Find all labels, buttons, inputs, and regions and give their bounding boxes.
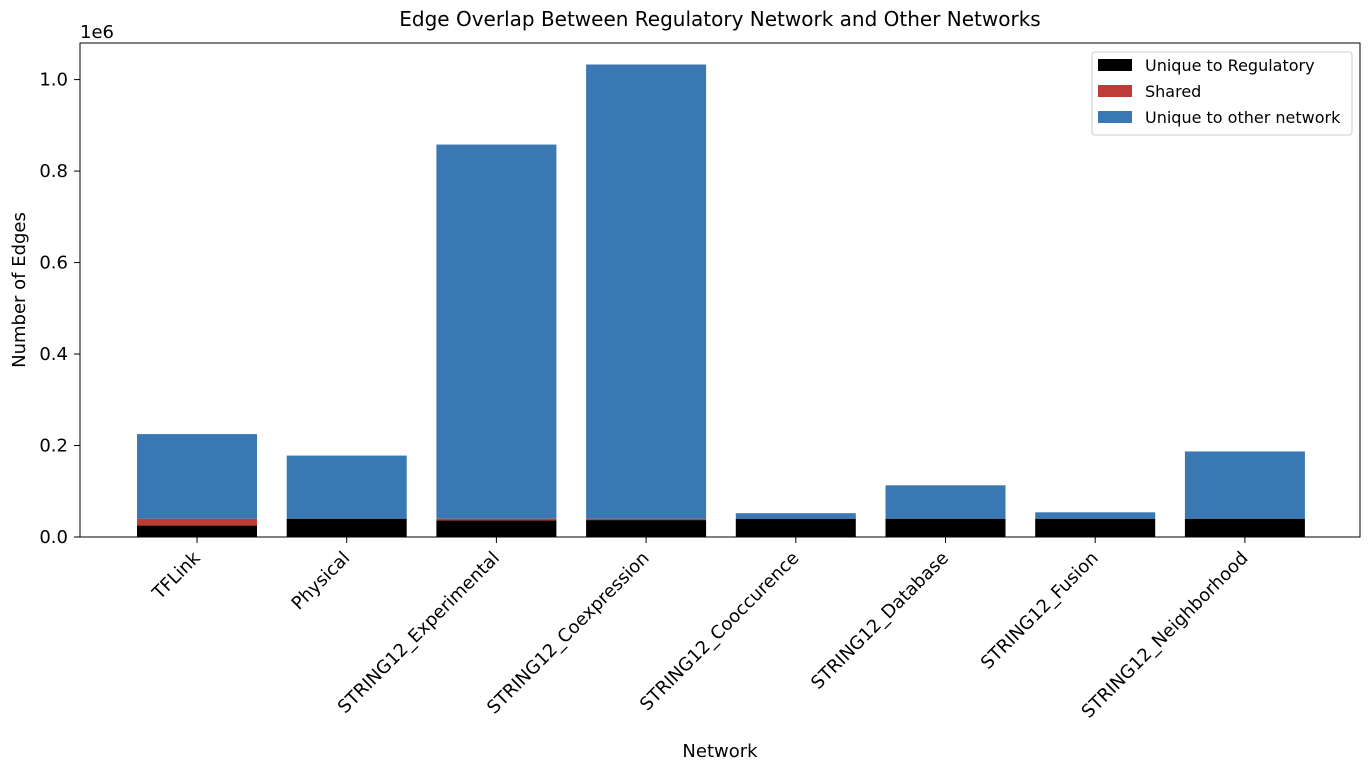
legend-box (1091, 51, 1353, 136)
x-tick-label: STRING12_Neighborhood (1078, 548, 1253, 723)
plot-frame (79, 42, 1361, 538)
x-tick-label: STRING12_Experimental (334, 548, 504, 718)
y-tick-label: 0.8 (39, 161, 68, 182)
bar-segment (137, 518, 257, 526)
x-tick-label: STRING12_Database (807, 548, 953, 694)
legend-swatch (1098, 85, 1132, 97)
bar-segment (735, 513, 856, 519)
legend-label: Shared (1145, 82, 1201, 101)
x-tick-label: STRING12_Cooccurence (636, 548, 803, 715)
bar-segment (286, 518, 407, 537)
y-axis: 0.0 0.2 0.4 0.6 0.8 1.0 (39, 70, 80, 548)
bar-segment (885, 518, 1006, 537)
y-tick-label: 0.4 (39, 344, 68, 365)
bar-segment (586, 518, 707, 521)
bar-segment (885, 485, 1006, 519)
bar-segment (436, 144, 557, 519)
bar-segment (586, 520, 707, 537)
y-tick-label: 1.0 (39, 70, 68, 91)
legend-label: Unique to other network (1145, 108, 1341, 127)
x-axis-title: Network (682, 741, 758, 762)
bar-segment (1035, 518, 1156, 537)
bar-segment (436, 520, 557, 537)
x-tick-label: STRING12_Fusion (977, 548, 1103, 674)
legend-label: Unique to Regulatory (1145, 56, 1315, 75)
bar-segment (286, 455, 407, 519)
bar-segment (735, 518, 856, 537)
y-axis-offset-label: 1e6 (80, 22, 114, 43)
legend-swatch (1098, 59, 1132, 71)
chart-title: Edge Overlap Between Regulatory Network … (399, 7, 1040, 31)
legend: Unique to Regulatory Shared Unique to othe… (1091, 51, 1353, 136)
bar-segment (137, 434, 257, 519)
y-tick-label: 0.0 (39, 527, 68, 548)
y-tick-label: 0.6 (39, 253, 68, 274)
y-axis-title: Number of Edges (9, 212, 30, 368)
bar-segment (586, 64, 707, 519)
y-tick-label: 0.2 (39, 436, 68, 457)
bar-segment (1184, 518, 1305, 537)
bar-segment (137, 525, 257, 537)
x-axis: TFLink PhysicalSTRING12_ExperimentalSTRIN… (148, 537, 1253, 723)
x-tick-label: STRING12_Coexpression (483, 548, 654, 719)
legend-swatch (1098, 111, 1132, 123)
bar-segment (436, 518, 557, 521)
bar-segment (1184, 451, 1305, 519)
x-tick-label: Physical (288, 548, 355, 615)
bars-group (137, 64, 1305, 537)
bar-segment (1035, 512, 1156, 519)
x-tick-label: TFLink (148, 547, 205, 604)
